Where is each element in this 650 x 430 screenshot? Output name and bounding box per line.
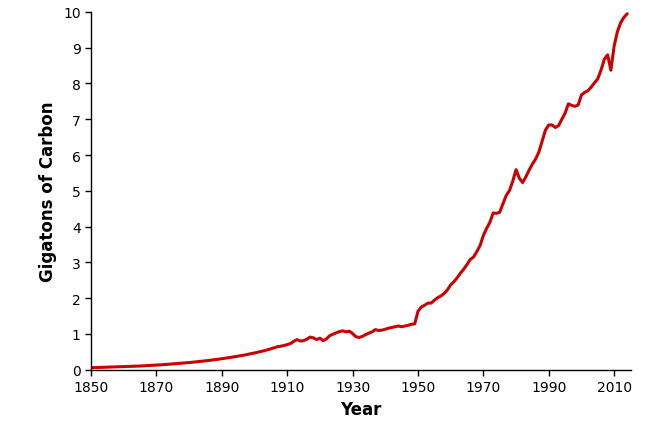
X-axis label: Year: Year xyxy=(340,400,382,418)
Y-axis label: Gigatons of Carbon: Gigatons of Carbon xyxy=(40,101,57,281)
